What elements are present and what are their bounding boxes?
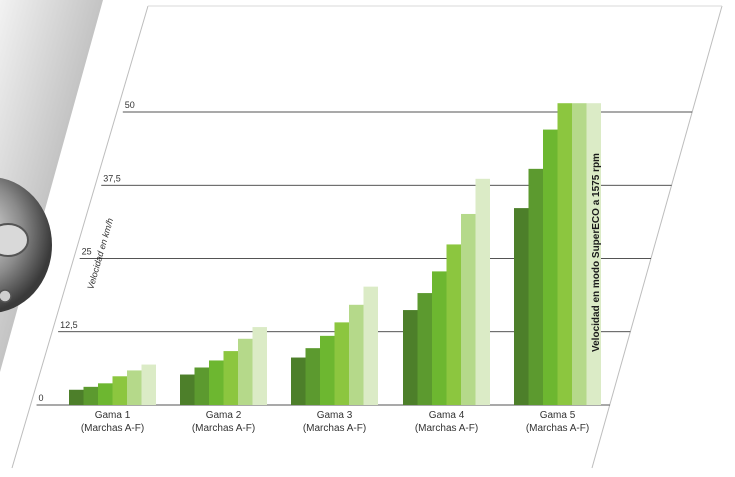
x-category-label: Gama 3	[317, 410, 353, 421]
supereco-annotation: Velocidad en modo SuperECO a 1575 rpm	[591, 153, 602, 352]
bar	[461, 213, 476, 405]
bar	[349, 304, 364, 405]
bar	[209, 360, 224, 405]
bar	[291, 357, 306, 405]
bar	[475, 178, 490, 405]
y-tick-label: 25	[82, 247, 92, 257]
bar	[98, 383, 113, 405]
bar	[403, 310, 418, 405]
y-tick-label: 12,5	[60, 320, 78, 330]
x-category-label: (Marchas A-F)	[81, 423, 144, 434]
bar	[334, 322, 349, 405]
bar	[194, 367, 209, 405]
y-tick-label: 0	[39, 393, 44, 403]
bar	[543, 129, 558, 405]
bar	[363, 286, 378, 405]
x-category-label: (Marchas A-F)	[303, 423, 366, 434]
y-tick-label: 50	[125, 100, 135, 110]
tractor-wheel-hub-photo	[0, 0, 103, 372]
panel-frame	[11, 5, 723, 469]
bar	[305, 348, 320, 405]
y-tick-label: 37,5	[103, 173, 121, 183]
bar	[528, 168, 543, 405]
bar	[127, 370, 142, 405]
bars	[69, 103, 601, 406]
bar	[446, 244, 461, 405]
bar	[112, 376, 127, 405]
bar	[320, 335, 335, 405]
bar	[83, 386, 98, 405]
bar	[69, 389, 84, 405]
bar	[514, 208, 529, 405]
bar	[432, 271, 447, 405]
x-category-labels: Gama 1 (Marchas A-F) Gama 2 (Marchas A-F) Ga…	[81, 410, 589, 434]
bar	[223, 351, 238, 405]
bar	[141, 364, 156, 405]
bar	[252, 327, 267, 405]
bar	[557, 103, 572, 406]
bar	[572, 103, 587, 406]
bar	[238, 338, 253, 405]
x-category-label: Gama 1	[95, 410, 131, 421]
x-category-label: Gama 2	[206, 410, 242, 421]
bar	[417, 293, 432, 405]
y-tick-labels: 0 12,5 25 37,5 50	[39, 100, 135, 403]
x-category-label: Gama 4	[429, 410, 465, 421]
x-category-label: (Marchas A-F)	[526, 423, 589, 434]
bar	[180, 374, 195, 405]
x-category-label: Gama 5	[540, 410, 576, 421]
bar	[586, 103, 601, 406]
x-category-label: (Marchas A-F)	[192, 423, 255, 434]
x-category-label: (Marchas A-F)	[415, 423, 478, 434]
